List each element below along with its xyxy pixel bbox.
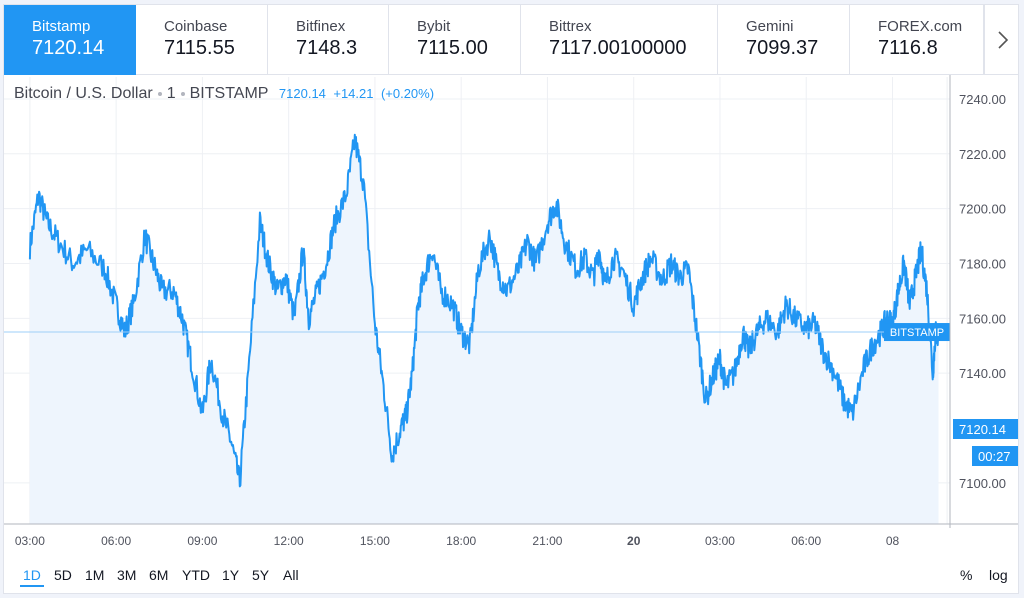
- exchange-name: Gemini: [746, 18, 794, 35]
- exchange-tab-bitstamp[interactable]: Bitstamp 7120.14: [4, 5, 136, 75]
- exchange-price: 7117.00100000: [549, 37, 687, 59]
- y-tick-label: 7100.00: [959, 476, 1006, 491]
- chart-widget: Bitstamp 7120.14 Coinbase 7115.55 Bitfinex 71…: [3, 4, 1019, 594]
- last-price-badge: [953, 419, 1018, 439]
- percent-scale-button[interactable]: %: [960, 567, 973, 583]
- price-area: [29, 134, 939, 525]
- exchange-name: Bitfinex: [296, 18, 346, 35]
- exchange-price: 7120.14: [32, 37, 105, 59]
- exchange-tabs: Bitstamp 7120.14 Coinbase 7115.55 Bitfinex 71…: [4, 5, 1018, 75]
- legend-exchange: BITSTAMP: [189, 85, 269, 102]
- y-tick-label: 7180.00: [959, 256, 1006, 271]
- range-button-all[interactable]: All: [283, 567, 299, 583]
- x-tick-label: 06:00: [101, 534, 131, 548]
- legend-change: +14.21: [333, 86, 374, 101]
- exchange-name: Bitstamp: [32, 18, 91, 35]
- countdown-label: 00:27: [978, 449, 1011, 464]
- exchange-tab-gemini[interactable]: Gemini 7099.37: [718, 5, 850, 75]
- x-tick-label: 03:00: [705, 534, 735, 548]
- range-button-3m[interactable]: 3M: [117, 567, 137, 583]
- y-tick-label: 7240.00: [959, 92, 1006, 107]
- legend-symbol[interactable]: Bitcoin / U.S. Dollar: [14, 85, 153, 102]
- legend-change-pct: (+0.20%): [380, 86, 435, 101]
- x-tick-label: 09:00: [187, 534, 217, 548]
- range-button-5d[interactable]: 5D: [54, 567, 72, 583]
- range-toolbar: % log 1D 5D 1M 3M 6M YTD 1Y 5Y All: [4, 557, 1018, 593]
- exchange-tab-bittrex[interactable]: Bittrex 7117.00100000: [521, 5, 718, 75]
- range-button-ytd[interactable]: YTD: [182, 567, 210, 583]
- log-scale-button[interactable]: log: [989, 567, 1008, 583]
- exchange-name: Bybit: [417, 18, 451, 35]
- range-button-1y[interactable]: 1Y: [222, 567, 240, 583]
- scroll-right-button[interactable]: [984, 5, 1018, 75]
- exchange-price: 7099.37: [746, 37, 819, 59]
- series-name-label: BITSTAMP: [890, 327, 944, 339]
- series-name-badge: [884, 323, 950, 342]
- exchange-tab-bybit[interactable]: Bybit 7115.00: [389, 5, 521, 75]
- range-button-1m[interactable]: 1M: [85, 567, 105, 583]
- x-tick-label: 15:00: [360, 534, 390, 548]
- x-tick-label: 20: [627, 534, 641, 548]
- countdown-badge: [972, 446, 1018, 466]
- separator-dot-icon: [157, 91, 162, 96]
- legend-last: 7120.14: [278, 86, 326, 101]
- x-tick-label: 03:00: [15, 534, 45, 548]
- exchange-name: FOREX.com: [878, 18, 963, 35]
- x-tick-label: 18:00: [446, 534, 476, 548]
- chart-legend: Bitcoin / U.S. Dollar 1 BITSTAMP 7120.14 +…: [14, 85, 434, 103]
- exchange-tab-forex-com[interactable]: FOREX.com 7116.8: [850, 5, 984, 75]
- y-tick-label: 7160.00: [959, 311, 1006, 326]
- range-button-6m[interactable]: 6M: [149, 567, 169, 583]
- separator-dot-icon: [180, 91, 185, 96]
- chevron-right-icon: [997, 31, 1008, 49]
- x-tick-label: 08: [886, 534, 900, 548]
- y-tick-label: 7140.00: [959, 366, 1006, 381]
- last-price-label: 7120.14: [959, 422, 1006, 437]
- exchange-price: 7115.55: [164, 37, 235, 59]
- x-tick-label: 21:00: [532, 534, 562, 548]
- x-tick-label: 12:00: [274, 534, 304, 548]
- y-tick-label: 7200.00: [959, 202, 1006, 217]
- range-button-5y[interactable]: 5Y: [252, 567, 270, 583]
- exchange-price: 7115.00: [417, 37, 488, 59]
- exchange-price: 7148.3: [296, 37, 358, 59]
- exchange-name: Bittrex: [549, 18, 592, 35]
- exchange-price: 7116.8: [878, 37, 938, 59]
- x-tick-label: 06:00: [791, 534, 821, 548]
- exchange-tab-bitfinex[interactable]: Bitfinex 7148.3: [268, 5, 389, 75]
- exchange-name: Coinbase: [164, 18, 228, 35]
- price-chart[interactable]: BITSTAMP 7240.00 7220.00 7200.00 7180.00 7160…: [4, 5, 1019, 557]
- range-button-1d[interactable]: 1D: [20, 565, 44, 587]
- y-tick-label: 7220.00: [959, 147, 1006, 162]
- price-line: [28, 133, 940, 488]
- legend-interval: 1: [166, 85, 176, 102]
- exchange-tab-coinbase[interactable]: Coinbase 7115.55: [136, 5, 268, 75]
